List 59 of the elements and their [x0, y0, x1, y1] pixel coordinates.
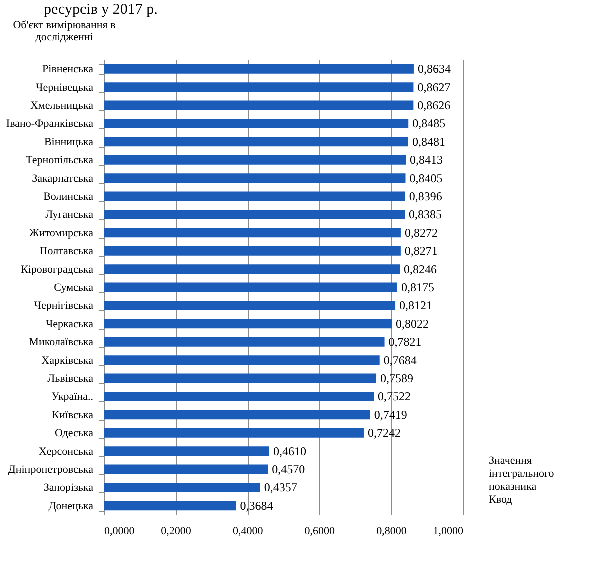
data-label: 0,8405 — [410, 171, 443, 186]
y-tick-label: Закарпатська — [32, 172, 94, 185]
data-label: 0,7684 — [384, 353, 417, 368]
y-axis-title: Об'єкт вимірювання в дослідженні — [13, 20, 116, 44]
data-label: 0,8271 — [404, 244, 438, 258]
y-tick-label: Тернопільська — [26, 154, 94, 167]
data-label: 0,8022 — [396, 316, 429, 331]
x-tick-label: 1,0000 — [433, 526, 464, 538]
data-label: 0,7589 — [380, 372, 414, 386]
data-label: 0,8481 — [412, 134, 446, 149]
y-tick-label: Івано-Франківська — [6, 118, 94, 130]
x-tick-label: 0,6000 — [304, 526, 336, 538]
y-tick-label: Хмельницька — [30, 100, 94, 112]
data-label: 0,8396 — [409, 190, 442, 204]
data-label: 0,4570 — [272, 462, 306, 476]
data-label: 0,8485 — [412, 116, 446, 131]
data-label: 0,4357 — [264, 480, 298, 495]
y-tick-label: Київська — [52, 409, 94, 422]
data-label: 0,8272 — [404, 226, 438, 240]
y-tick-label: Полтавська — [40, 246, 94, 258]
y-tick-label: Миколаївська — [29, 336, 94, 349]
data-label: 0,7522 — [378, 390, 412, 404]
data-label: 0,8627 — [418, 80, 451, 94]
y-tick-label: Херсонська — [38, 446, 94, 458]
data-label: 0,8121 — [400, 298, 433, 313]
y-tick-label: Одеська — [54, 428, 94, 440]
data-label: 0,7419 — [374, 408, 408, 422]
y-tick-label: Волинська — [44, 191, 94, 203]
data-label: 0,3684 — [240, 498, 274, 513]
data-label: 0,7242 — [368, 426, 401, 440]
y-tick-label: Запорізька — [44, 482, 94, 494]
data-label: 0,8634 — [418, 62, 451, 76]
x-tick-label: 0,8000 — [376, 526, 408, 538]
data-label: 0,8246 — [404, 262, 438, 276]
y-tick-label: Вінницька — [44, 136, 94, 148]
y-tick-label: Луганська — [46, 209, 94, 222]
y-tick-label: Харківська — [42, 354, 94, 367]
data-label: 0,8175 — [401, 280, 434, 294]
y-tick-label: Дніпропетровська — [8, 464, 94, 476]
data-label: 0,8626 — [418, 98, 451, 112]
y-tick-label: Сумська — [54, 282, 94, 294]
y-tick-label: Львівська — [48, 373, 94, 385]
y-tick-label: Донецька — [48, 500, 94, 512]
x-tick-label: 0,2000 — [161, 526, 192, 538]
y-tick-label: Чернігівська — [34, 300, 94, 312]
data-label: 0,4610 — [274, 444, 306, 458]
y-tick-label: Житомирська — [29, 227, 94, 240]
data-label: 0,8413 — [410, 153, 444, 168]
x-tick-label: 0,4000 — [232, 526, 264, 538]
y-tick-label: Черкаська — [46, 318, 94, 330]
x-tick-label: 0,0000 — [104, 526, 136, 538]
x-axis-title: Значення інтегрального показника Квод — [489, 455, 555, 506]
y-tick-label: Чернівецька — [36, 82, 94, 94]
y-tick-label: Рівненська — [42, 64, 94, 76]
data-label: 0,7821 — [388, 335, 422, 350]
data-label: 0,8385 — [409, 208, 442, 222]
chart-title: ресурсів у 2017 р. — [44, 2, 158, 18]
y-tick-label: Кіровоградська — [21, 264, 94, 276]
y-tick-label: Україна.. — [52, 391, 94, 404]
